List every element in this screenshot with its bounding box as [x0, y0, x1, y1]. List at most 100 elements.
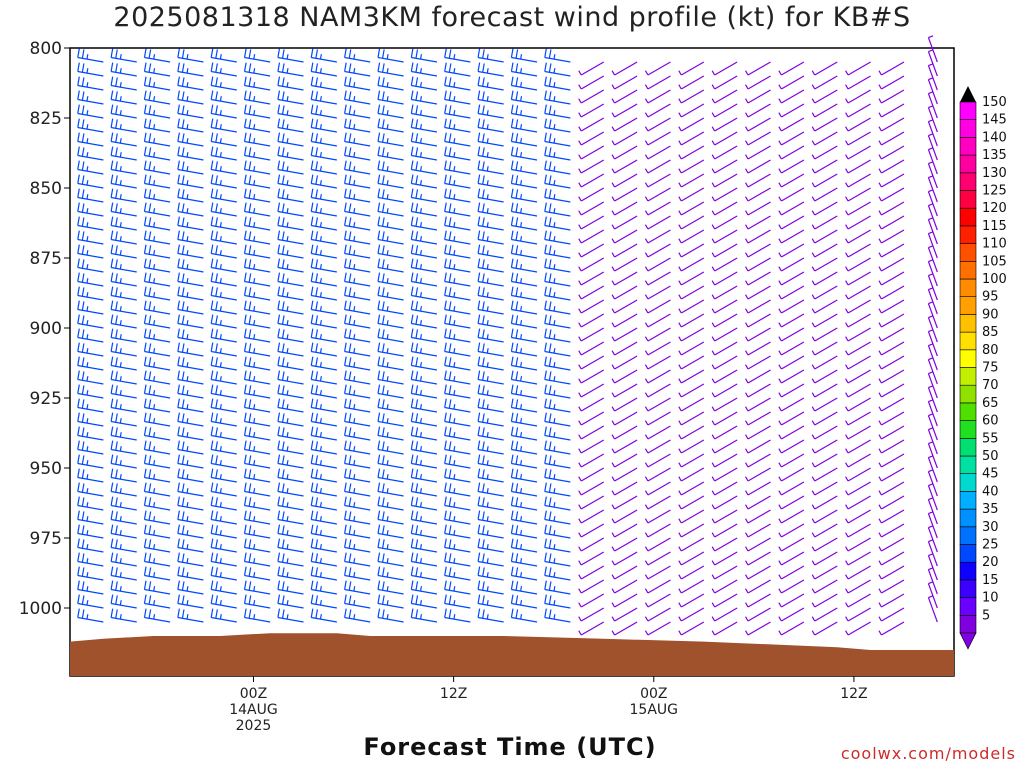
barb-half: [486, 194, 489, 200]
barb-flag: [348, 49, 352, 59]
barb-flag: [248, 217, 252, 227]
barb-flag: [415, 161, 419, 171]
wind-barb: [344, 594, 371, 609]
wind-barb: [344, 286, 371, 301]
barb-shaft: [647, 467, 671, 482]
barb-shaft: [244, 70, 271, 77]
wind-barb: [578, 271, 605, 286]
colorbar-label: 80: [982, 343, 999, 358]
barb-flag: [248, 399, 252, 409]
barb-shaft: [680, 61, 705, 76]
barb-half: [578, 182, 582, 188]
barb-shaft: [680, 397, 705, 412]
wind-barb: [578, 425, 605, 440]
wind-barb: [344, 272, 371, 287]
wind-barb: [477, 496, 504, 511]
barb-flag: [148, 455, 152, 465]
barb-flag: [410, 566, 414, 576]
barb-flag: [310, 482, 314, 492]
barb-flag: [548, 63, 552, 73]
barb-half: [353, 460, 356, 466]
barb-flag: [177, 426, 180, 436]
wind-barb: [611, 383, 638, 398]
barb-flag: [510, 328, 514, 338]
wind-barb: [344, 608, 371, 623]
barb-half: [386, 488, 389, 494]
colorbar-swatch: [959, 260, 977, 280]
wind-barb: [544, 594, 571, 609]
barb-shaft: [544, 98, 571, 105]
barb-flag: [544, 496, 547, 506]
barb-flag: [348, 133, 352, 143]
barb-flag: [143, 118, 147, 128]
barb-half: [286, 600, 289, 606]
barb-flag: [482, 147, 485, 157]
barb-flag: [344, 370, 347, 380]
barb-half: [578, 322, 582, 328]
barb-half: [419, 180, 423, 186]
barb-flag: [544, 216, 547, 226]
barb-half: [644, 70, 649, 76]
barb-half: [253, 432, 256, 438]
barb-flag: [510, 174, 514, 184]
wind-barb: [510, 384, 538, 399]
wind-barb: [177, 398, 204, 413]
barb-shaft: [444, 196, 471, 203]
barb-half: [419, 614, 423, 620]
barb-flag: [148, 427, 152, 437]
barb-flag: [277, 482, 281, 492]
barb-half: [386, 614, 389, 620]
barb-flag: [143, 244, 147, 254]
barb-half: [319, 418, 322, 424]
barb-flag: [110, 342, 114, 352]
barb-shaft: [344, 252, 371, 259]
wind-barb: [544, 426, 571, 441]
barb-flag: [110, 552, 114, 562]
barb-shaft: [111, 168, 137, 175]
wind-barb: [277, 314, 304, 329]
barb-half: [353, 250, 356, 256]
wind-barb: [143, 426, 171, 441]
barb-flag: [81, 231, 85, 241]
barb-half: [419, 166, 423, 172]
barb-half: [520, 572, 523, 578]
barb-flag: [281, 497, 285, 507]
barb-shaft: [77, 182, 104, 189]
colorbar-label: 70: [982, 378, 999, 393]
barb-flag: [281, 189, 285, 199]
barb-half: [453, 292, 456, 298]
barb-shaft: [277, 546, 304, 553]
barb-half: [353, 362, 356, 368]
barb-half: [486, 180, 489, 186]
wind-barb: [410, 202, 438, 217]
wind-barb: [410, 398, 438, 413]
colorbar-swatch: [959, 349, 977, 368]
barb-flag: [277, 384, 281, 394]
barb-shaft: [647, 537, 671, 552]
barb-flag: [177, 580, 180, 590]
barb-half: [253, 404, 256, 410]
barb-shaft: [311, 546, 337, 553]
barb-flag: [344, 538, 347, 548]
barb-flag: [515, 175, 519, 185]
barb-shaft: [444, 546, 471, 553]
credit-link[interactable]: coolwx.com/models: [840, 744, 1016, 763]
barb-flag: [181, 287, 185, 297]
barb-shaft: [144, 154, 171, 161]
wind-barb: [644, 257, 671, 272]
barb-flag: [410, 412, 414, 422]
barb-flag: [381, 371, 385, 381]
barb-half: [520, 334, 523, 340]
barb-flag: [110, 76, 114, 86]
barb-flag: [515, 91, 519, 101]
wind-barb: [344, 188, 371, 203]
barb-flag: [77, 258, 80, 268]
barb-half: [678, 140, 682, 146]
barb-flag: [281, 525, 285, 535]
barb-half: [578, 350, 582, 356]
barb-flag: [110, 300, 114, 310]
barb-half: [86, 474, 89, 480]
barb-flag: [215, 455, 218, 465]
wind-barb: [77, 48, 104, 63]
barb-half: [611, 140, 616, 146]
